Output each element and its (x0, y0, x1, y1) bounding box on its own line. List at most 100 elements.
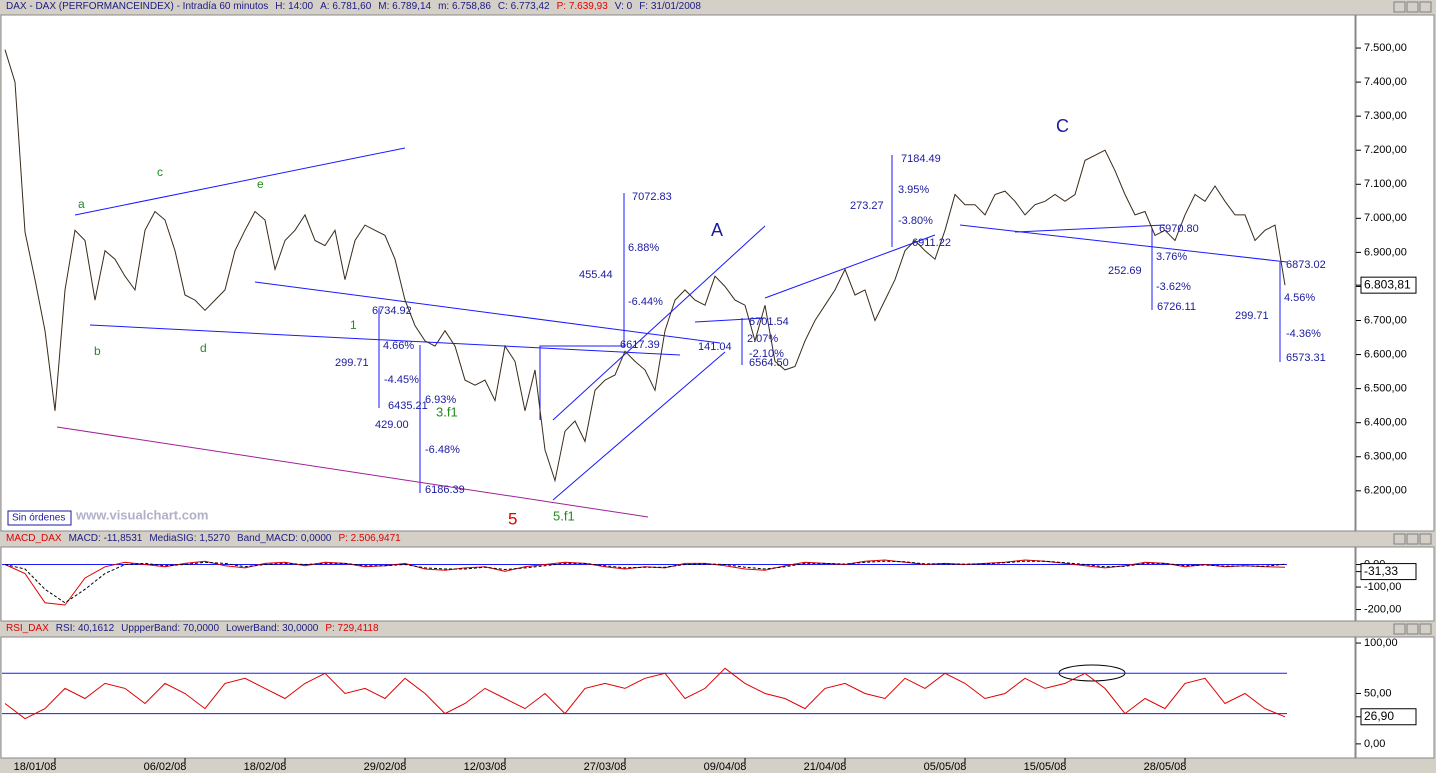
data-line (4, 49, 1286, 483)
header-field: H: 14:00 (275, 1, 314, 12)
header-field: Band_MACD: 0,0000 (236, 533, 332, 544)
annotation: 429.00 (375, 419, 409, 431)
annotation: -6.44% (628, 296, 663, 308)
annotation: 6564.50 (749, 357, 789, 369)
annotation: 4.56% (1284, 292, 1315, 304)
annotation: 1 (350, 318, 357, 332)
x-tick-label: 27/03/08 (584, 761, 627, 773)
x-tick-label: 21/04/08 (804, 761, 847, 773)
annotation: -3.80% (898, 215, 933, 227)
header-field: MediaSIG: 1,5270 (149, 533, 230, 544)
annotation: 6726.11 (1157, 301, 1196, 313)
annotation: -2.10% (749, 348, 784, 360)
panel-header: RSI_DAX RSI: 40,1612 UppperBand: 70,0000 Lo… (6, 622, 386, 636)
annotation: 6435.21 (388, 400, 428, 412)
current-value-label: 26,90 (1364, 709, 1394, 723)
annotation: 299.71 (1235, 310, 1269, 322)
status[interactable]: Sin órdenes (12, 513, 65, 524)
annotation: 2.07% (747, 333, 778, 345)
annotation: 3.95% (898, 184, 929, 196)
annotation: 6617.39 (620, 339, 660, 351)
watermark: www.visualchart.com (75, 507, 208, 522)
y-tick-label: 7.100,00 (1364, 178, 1407, 190)
annotation: 5 (508, 509, 517, 528)
price-axis (1355, 14, 1435, 532)
current-value-label: -31,33 (1364, 564, 1398, 578)
x-tick-label: 18/01/08 (14, 761, 57, 773)
header-field: A: 6.781,60 (320, 1, 372, 12)
trend-lines (74, 147, 1288, 501)
annotation: -6.48% (425, 444, 460, 456)
annotation: a (78, 197, 85, 211)
x-tick-label: 06/02/08 (144, 761, 187, 773)
annotation: -4.45% (384, 374, 419, 386)
header-field: V: 0 (614, 1, 633, 12)
annotation: 252.69 (1108, 265, 1142, 277)
current-value-box (1360, 563, 1417, 581)
annotation: b (94, 344, 101, 358)
annotation: 141.04 (698, 341, 732, 353)
annotation: 5.f1 (553, 508, 575, 523)
x-tick-label: 28/05/08 (1144, 761, 1187, 773)
annotation: 3.f1 (436, 404, 458, 419)
annotation: 6911.22 (912, 237, 951, 249)
x-tick-label: 12/03/08 (464, 761, 507, 773)
header-field: DAX - DAX (PERFORMANCEINDEX) - Intradía … (6, 1, 269, 12)
annotation: 299.71 (335, 357, 369, 369)
y-tick-label: 50,00 (1364, 687, 1392, 699)
header-field: P: 729,4118 (325, 623, 379, 634)
annotation: 455.44 (579, 269, 613, 281)
annotation: 6970.80 (1159, 223, 1199, 235)
data-line (4, 560, 1286, 604)
x-tick-label: 09/04/08 (704, 761, 747, 773)
macd-plot (0, 546, 1356, 622)
y-tick-label: 7.300,00 (1364, 110, 1407, 122)
y-tick-label: 6.700,00 (1364, 314, 1407, 326)
header-field: MACD_DAX (6, 533, 62, 544)
annotation: d (200, 341, 207, 355)
y-tick-label: 7.000,00 (1364, 212, 1407, 224)
panel-header: DAX - DAX (PERFORMANCEINDEX) - Intradía … (6, 0, 708, 14)
annotation: 6.88% (628, 242, 659, 254)
price-plot (0, 14, 1356, 532)
y-tick-label: 6.200,00 (1364, 485, 1407, 497)
y-tick-label: -100,00 (1364, 581, 1401, 593)
y-tick-label: 7.500,00 (1364, 42, 1407, 54)
current-value-label: 6.803,81 (1364, 277, 1411, 291)
annotation: 4.66% (383, 340, 414, 352)
annotation: -3.62% (1156, 281, 1191, 293)
annotation: 7184.49 (901, 153, 941, 165)
header-field: UppperBand: 70,0000 (121, 623, 220, 634)
data-line (4, 667, 1286, 720)
header-field: F: 31/01/2008 (639, 1, 701, 12)
annotation: 273.27 (850, 200, 884, 212)
header-field: M: 6.789,14 (378, 1, 432, 12)
x-tick-label: 18/02/08 (244, 761, 287, 773)
current-value-box (1360, 708, 1417, 726)
y-tick-label: -200,00 (1364, 603, 1401, 615)
header-field: RSI: 40,1612 (55, 623, 115, 634)
y-tick-label: 0,00 (1364, 738, 1385, 750)
annotation: 7072.83 (632, 191, 672, 203)
annotation: e (257, 177, 264, 191)
annotation: 6734.92 (372, 305, 412, 317)
header-field: LowerBand: 30,0000 (226, 623, 319, 634)
header-field: MACD: -11,8531 (68, 533, 143, 544)
annotation: -4.36% (1286, 328, 1321, 340)
y-tick-label: 6.500,00 (1364, 383, 1407, 395)
annotation: c (157, 165, 163, 179)
header-field: m: 6.758,86 (438, 1, 491, 12)
annotation: 3.76% (1156, 251, 1187, 263)
header-field: C: 6.773,42 (497, 1, 550, 12)
annotation: C (1056, 116, 1069, 136)
x-tick-label: 15/05/08 (1024, 761, 1067, 773)
header-field: RSI_DAX (6, 623, 49, 634)
status-box[interactable] (7, 510, 72, 526)
rsi-axis (1355, 636, 1435, 759)
x-tick-label: 05/05/08 (924, 761, 967, 773)
window-buttons[interactable] (1393, 1, 1432, 635)
y-tick-label: 6.900,00 (1364, 246, 1407, 258)
support-line (56, 426, 649, 518)
y-tick-label: 6.400,00 (1364, 417, 1407, 429)
current-value-box (1360, 276, 1417, 294)
